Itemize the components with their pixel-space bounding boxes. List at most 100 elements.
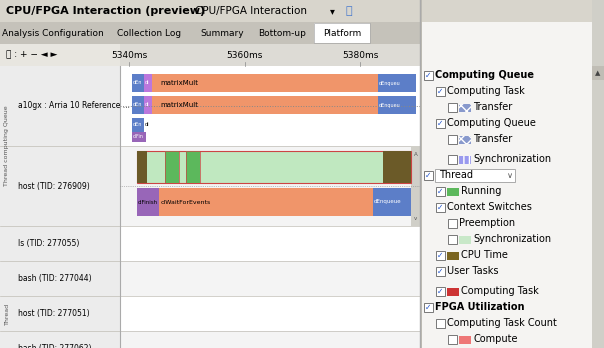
Bar xyxy=(14,296,420,331)
Bar xyxy=(436,187,445,196)
Bar xyxy=(447,188,459,196)
Text: dEn: dEn xyxy=(133,103,143,108)
Bar xyxy=(448,335,457,344)
Bar xyxy=(411,146,420,226)
Text: Transfer: Transfer xyxy=(473,103,512,112)
Text: Thread: Thread xyxy=(4,302,10,325)
Text: matrixMult: matrixMult xyxy=(160,102,198,108)
Text: Computing Queue: Computing Queue xyxy=(435,71,534,80)
Bar xyxy=(435,169,515,182)
Text: host (TID: 277051): host (TID: 277051) xyxy=(18,309,89,318)
Bar xyxy=(137,188,158,216)
Bar xyxy=(436,251,445,260)
Text: Computing Task: Computing Task xyxy=(447,87,525,96)
Text: Synchronization: Synchronization xyxy=(473,235,551,245)
Text: dEnqueue: dEnqueue xyxy=(374,199,402,205)
Text: ls (TID: 277055): ls (TID: 277055) xyxy=(18,239,79,248)
Bar xyxy=(459,136,471,144)
Text: a10gx : Arria 10 Reference ...: a10gx : Arria 10 Reference ... xyxy=(18,102,130,111)
Bar xyxy=(459,336,471,344)
Bar xyxy=(252,23,312,43)
Bar xyxy=(137,151,411,183)
Bar xyxy=(186,151,200,183)
Bar xyxy=(14,66,420,146)
Bar xyxy=(383,151,411,183)
Bar xyxy=(14,261,120,296)
Bar xyxy=(0,66,14,348)
Bar xyxy=(132,74,416,92)
Bar xyxy=(0,0,420,22)
Bar xyxy=(447,288,459,296)
Bar xyxy=(436,287,445,296)
Bar xyxy=(448,155,457,164)
Bar xyxy=(14,331,420,348)
Text: clFin: clFin xyxy=(133,134,144,140)
Bar xyxy=(424,71,433,80)
Bar xyxy=(132,118,144,132)
Bar xyxy=(459,104,471,112)
Bar xyxy=(459,136,471,144)
Bar xyxy=(448,135,457,144)
Bar xyxy=(436,203,445,212)
Bar xyxy=(1,23,104,43)
Bar xyxy=(132,96,144,114)
Bar xyxy=(144,74,152,92)
Text: FPGA Utilization: FPGA Utilization xyxy=(435,302,524,313)
Text: ✓: ✓ xyxy=(437,251,444,260)
Bar xyxy=(0,66,420,348)
Text: ✓: ✓ xyxy=(437,203,444,212)
Bar xyxy=(448,235,457,244)
Text: User Tasks: User Tasks xyxy=(447,267,498,277)
Text: bash (TID: 277044): bash (TID: 277044) xyxy=(18,274,92,283)
Text: bash (TID: 277062): bash (TID: 277062) xyxy=(18,344,91,348)
Text: di: di xyxy=(145,103,150,108)
Text: clWaitForEvents: clWaitForEvents xyxy=(161,199,211,205)
Bar xyxy=(14,66,120,146)
Bar xyxy=(0,44,420,66)
Text: Thread computing Queue: Thread computing Queue xyxy=(4,106,10,186)
Text: clFinish: clFinish xyxy=(138,199,158,205)
Bar xyxy=(592,0,604,348)
Bar xyxy=(592,66,604,80)
Bar xyxy=(459,104,471,112)
Bar xyxy=(132,96,416,114)
Bar xyxy=(194,23,250,43)
Text: 5340ms: 5340ms xyxy=(111,50,147,60)
Text: dEnqueu: dEnqueu xyxy=(379,80,400,86)
Bar xyxy=(120,44,420,66)
Bar xyxy=(420,0,422,348)
Text: ∨: ∨ xyxy=(507,171,513,180)
Text: ✓: ✓ xyxy=(425,303,432,312)
Text: ✓: ✓ xyxy=(437,287,444,296)
Text: dEn: dEn xyxy=(133,80,143,86)
Text: Analysis Configuration: Analysis Configuration xyxy=(2,29,103,38)
Bar xyxy=(436,267,445,276)
Text: Preemption: Preemption xyxy=(459,219,515,229)
Bar xyxy=(459,236,471,244)
Text: CPU Time: CPU Time xyxy=(461,251,508,261)
Text: host (TID: 276909): host (TID: 276909) xyxy=(18,182,90,190)
Bar xyxy=(378,96,416,114)
Bar xyxy=(165,151,179,183)
Bar xyxy=(14,226,120,261)
Text: Computing Task: Computing Task xyxy=(461,286,539,296)
Text: Computing Task Count: Computing Task Count xyxy=(447,318,557,329)
Bar xyxy=(373,188,411,216)
Bar xyxy=(448,103,457,112)
Text: Compute: Compute xyxy=(473,334,518,345)
Text: ✓: ✓ xyxy=(425,71,432,80)
Text: dEnqueu: dEnqueu xyxy=(379,103,400,108)
Text: Platform: Platform xyxy=(323,29,361,38)
Text: ▾: ▾ xyxy=(330,6,335,16)
Text: di: di xyxy=(145,122,150,127)
Text: v: v xyxy=(414,215,417,221)
Bar xyxy=(424,171,433,180)
Text: 5360ms: 5360ms xyxy=(226,50,263,60)
Bar xyxy=(424,303,433,312)
Text: Context Switches: Context Switches xyxy=(447,203,532,213)
Bar xyxy=(448,219,457,228)
Bar xyxy=(14,261,420,296)
Text: ✓: ✓ xyxy=(425,171,432,180)
Bar xyxy=(459,156,471,164)
Bar xyxy=(436,319,445,328)
